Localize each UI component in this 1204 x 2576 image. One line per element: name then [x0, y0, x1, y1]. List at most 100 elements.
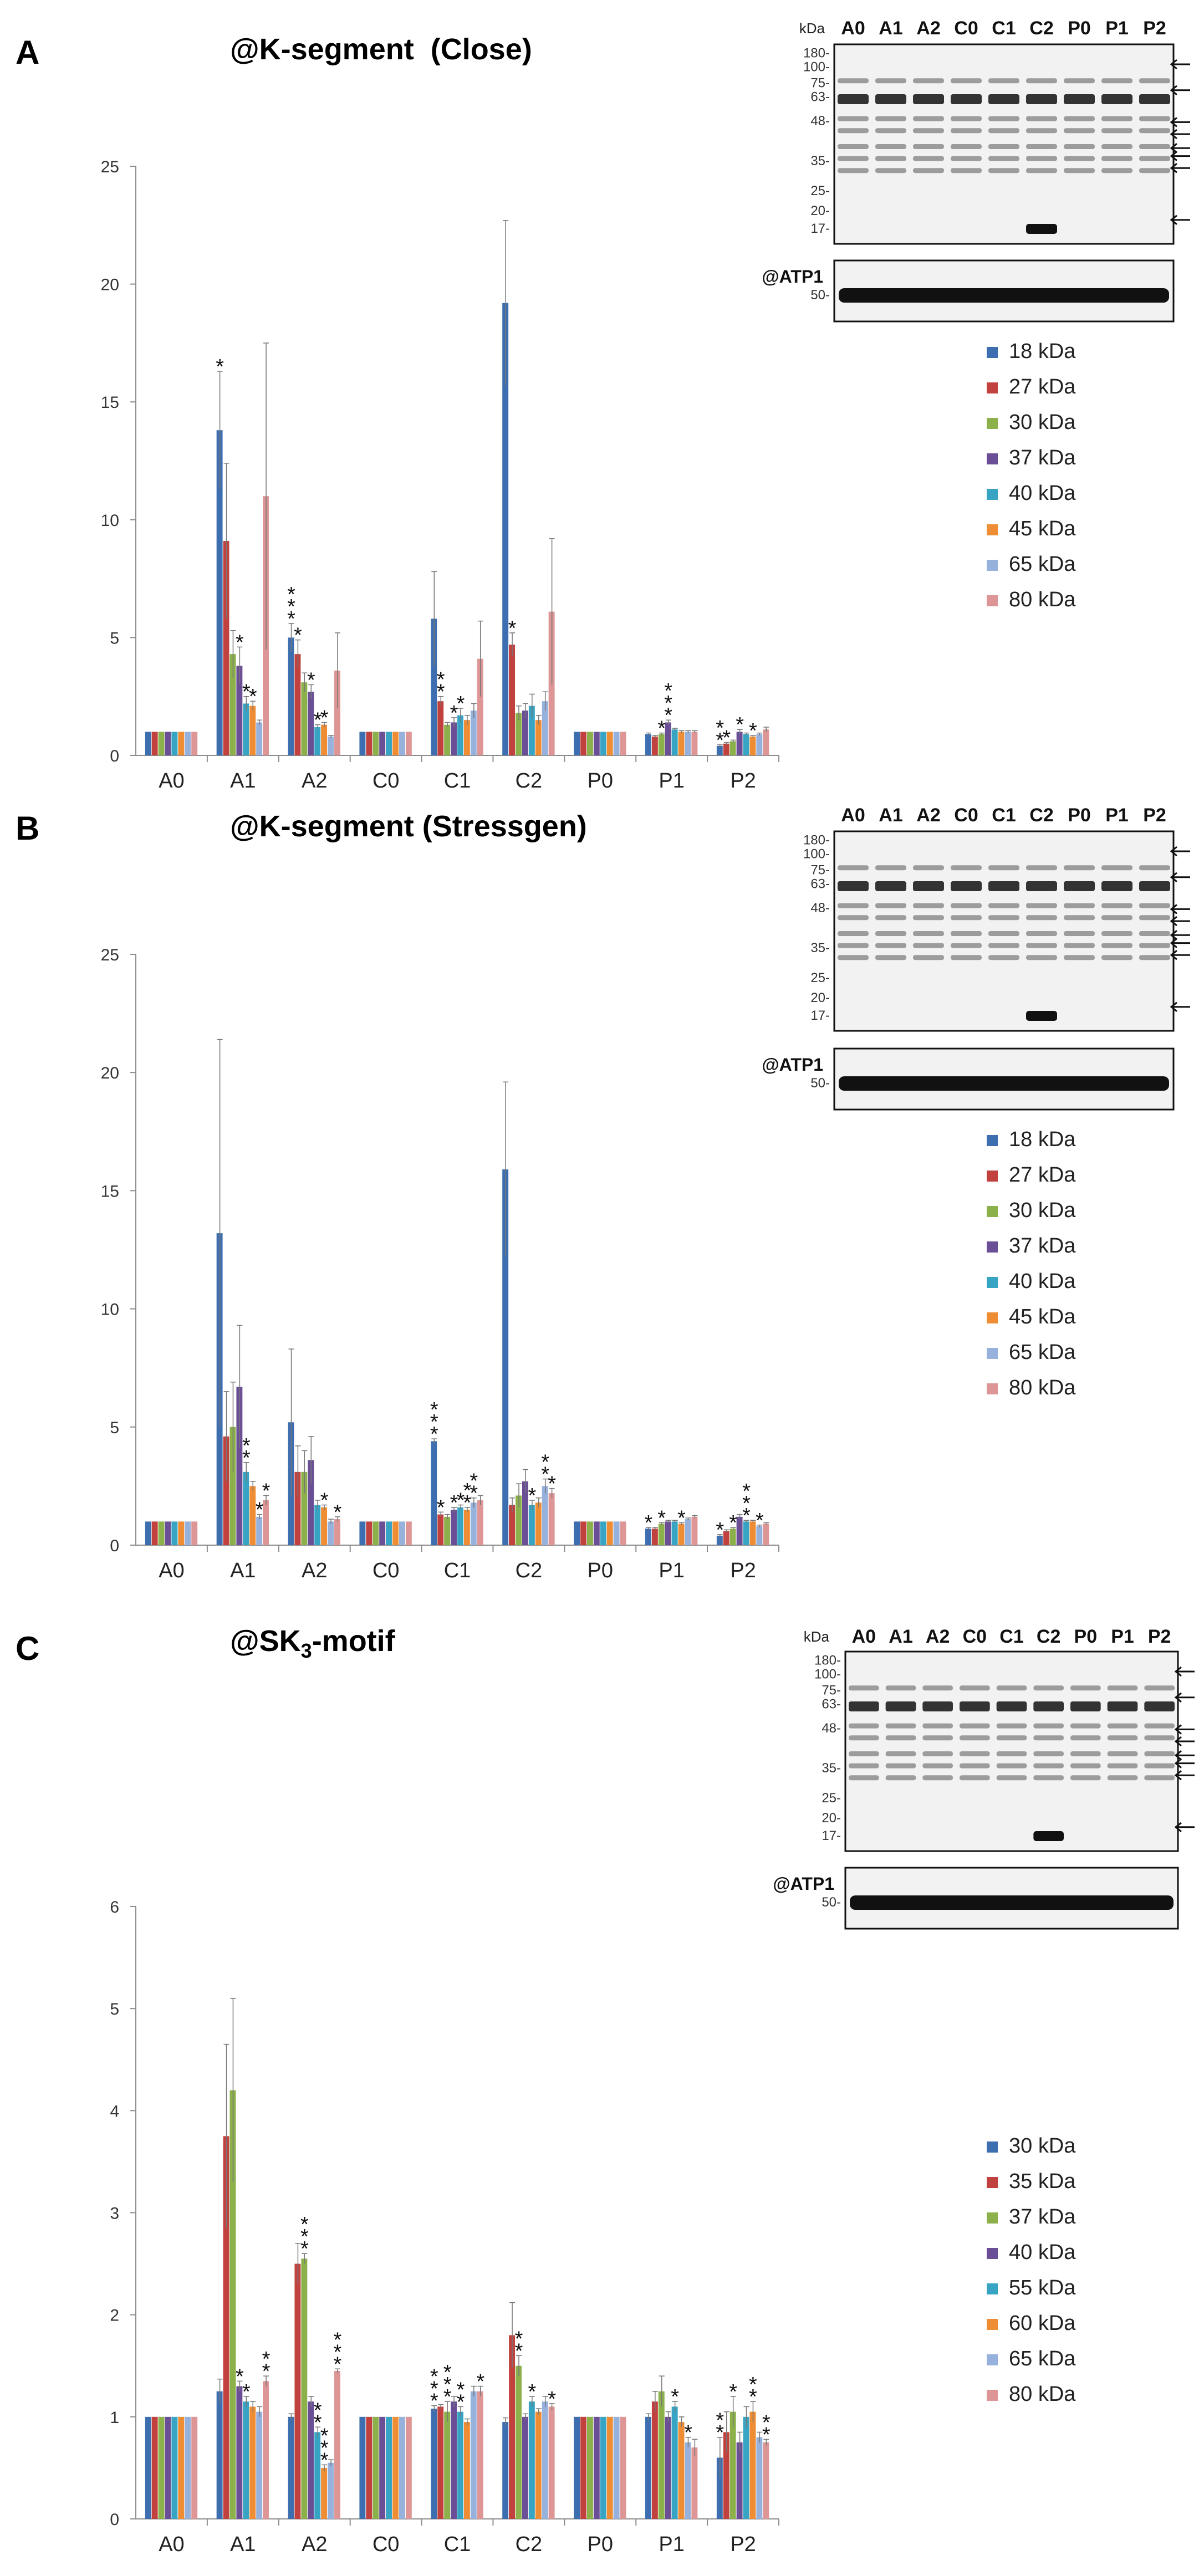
bar — [301, 2258, 308, 2519]
mw-marker: 100- — [803, 60, 830, 75]
blot-band — [1139, 943, 1170, 948]
blot-band — [1064, 955, 1095, 960]
legend-swatch — [987, 2390, 998, 2401]
blot-band — [988, 943, 1019, 948]
bar — [477, 2391, 483, 2519]
blot-band — [849, 1701, 879, 1711]
loading-band — [839, 288, 1169, 303]
bar — [620, 2416, 626, 2519]
x-tick-label: A1 — [230, 769, 256, 793]
blot-band — [1139, 931, 1170, 936]
panel-A-letter: A — [16, 34, 40, 71]
bar — [431, 1441, 437, 1545]
blot-band — [885, 1751, 916, 1756]
panel-B-letter: B — [16, 810, 40, 847]
significance-marker: * — [320, 706, 329, 729]
bar — [600, 2416, 606, 2519]
y-tick-label: 5 — [110, 2000, 119, 2018]
bar — [294, 2263, 301, 2519]
blot-band — [951, 903, 982, 908]
loading-label: @ATP1 — [762, 1055, 823, 1075]
loading-label: @ATP1 — [762, 267, 823, 287]
band-arrow — [1170, 904, 1190, 914]
legend-swatch — [987, 2354, 998, 2365]
blot-band — [1107, 1735, 1138, 1741]
blot-band — [875, 128, 906, 134]
blot-band — [1026, 116, 1057, 121]
legend-swatch — [987, 2283, 998, 2294]
x-tick-label: A0 — [159, 769, 184, 793]
x-tick-label: C1 — [444, 2533, 471, 2556]
bar — [756, 1526, 763, 1545]
bar — [145, 732, 151, 755]
blot-band — [849, 1775, 879, 1781]
significance-marker: * — [216, 355, 224, 379]
bar — [399, 732, 405, 755]
bar — [451, 2401, 457, 2519]
blot-band — [838, 128, 869, 134]
lane-label: A0 — [841, 18, 865, 39]
legend-label: 27 kDa — [1009, 375, 1076, 398]
blot-band — [1107, 1685, 1138, 1691]
bar — [743, 734, 749, 755]
bar — [444, 1516, 451, 1545]
blot-band — [960, 1775, 990, 1781]
bar — [334, 2370, 340, 2519]
blot-band — [1070, 1685, 1101, 1691]
y-tick-label: 20 — [101, 1064, 119, 1082]
blot-band — [1064, 78, 1095, 84]
blot-band — [988, 931, 1019, 936]
x-tick-label: A0 — [159, 1559, 184, 1582]
bar — [665, 2416, 671, 2519]
loading-marker: 50- — [810, 1076, 830, 1091]
bar — [743, 2416, 749, 2519]
bar — [386, 2416, 392, 2519]
bar — [509, 1505, 516, 1545]
lane-label: A0 — [852, 1626, 876, 1647]
blot-band — [913, 955, 944, 960]
bar — [665, 1521, 671, 1545]
bar — [457, 715, 463, 755]
blot-band — [960, 1701, 990, 1711]
lane-label: P1 — [1111, 1626, 1134, 1647]
blot-band — [951, 881, 982, 891]
blot-band — [1107, 1763, 1138, 1769]
bar — [736, 732, 743, 755]
mw-marker: 48- — [810, 901, 830, 916]
blot-band — [875, 156, 906, 161]
mw-marker: 20- — [822, 1811, 841, 1826]
bar — [256, 722, 263, 755]
legend-label: 65 kDa — [1009, 553, 1076, 576]
blot-band — [1026, 943, 1057, 948]
y-tick-label: 1 — [110, 2409, 119, 2427]
significance-marker: * * * — [742, 1480, 751, 1527]
legend-swatch — [987, 595, 998, 606]
bar — [729, 1529, 736, 1545]
bar — [645, 1529, 651, 1545]
bar — [463, 1510, 470, 1545]
loading-band — [839, 1076, 1169, 1091]
bar — [691, 1516, 698, 1545]
bar — [542, 2401, 548, 2519]
band-arrow — [1170, 872, 1190, 882]
legend-label: 30 kDa — [1009, 2134, 1076, 2158]
blot-band — [1064, 144, 1095, 149]
bar — [191, 2416, 198, 2519]
bar — [580, 1521, 586, 1545]
bar — [658, 2391, 665, 2519]
lane-label: C0 — [963, 1626, 987, 1647]
blot-band — [1144, 1723, 1175, 1729]
lane-label: C1 — [992, 18, 1016, 39]
blot-band — [1107, 1775, 1138, 1781]
significance-marker: * — [307, 668, 315, 692]
lane-label: C0 — [954, 805, 978, 826]
x-tick-label: A2 — [302, 1559, 327, 1582]
blot-band — [1139, 78, 1170, 84]
blot-band — [996, 1751, 1027, 1756]
blot-band — [1144, 1735, 1175, 1741]
x-tick-label: C0 — [373, 1559, 400, 1582]
blot-band — [1026, 144, 1057, 149]
bar — [620, 732, 626, 755]
blot-band — [913, 128, 944, 134]
bar — [249, 706, 256, 755]
